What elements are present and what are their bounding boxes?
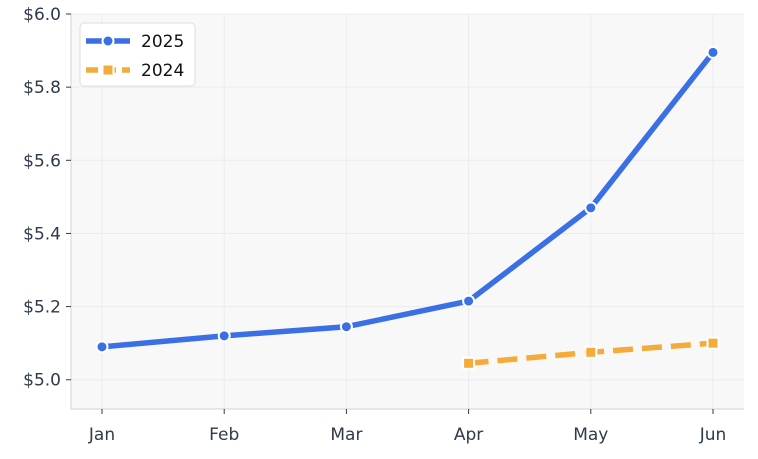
- x-tick-label: Apr: [454, 425, 483, 445]
- y-tick-label: $5.0: [23, 371, 61, 391]
- data-point: [462, 294, 476, 308]
- legend: 2025 2024: [79, 22, 196, 87]
- legend-label: 2024: [141, 61, 184, 81]
- data-point: [584, 345, 598, 359]
- data-point: [584, 201, 598, 215]
- data-point: [217, 329, 231, 343]
- x-tick-label: Feb: [209, 425, 239, 445]
- y-tick-label: $6.0: [23, 5, 61, 25]
- series-2025: [95, 45, 720, 354]
- y-tick-label: $5.2: [23, 298, 61, 318]
- legend-marker: [101, 63, 115, 77]
- data-point: [95, 340, 109, 354]
- x-tick-label: Mar: [330, 425, 362, 445]
- x-tick-label: Jan: [88, 425, 115, 445]
- data-point: [706, 336, 720, 350]
- y-tick-label: $5.4: [23, 224, 61, 244]
- data-point: [339, 320, 353, 334]
- x-tick-label: Jun: [699, 425, 727, 445]
- series-line: [99, 49, 716, 350]
- data-point: [706, 45, 720, 59]
- series-2024: [462, 336, 720, 370]
- y-tick-label: $5.6: [23, 151, 61, 171]
- y-tick-label: $5.8: [23, 78, 61, 98]
- data-point: [462, 356, 476, 370]
- legend-label: 2025: [141, 32, 184, 52]
- legend-marker: [101, 34, 115, 48]
- x-tick-label: May: [573, 425, 608, 445]
